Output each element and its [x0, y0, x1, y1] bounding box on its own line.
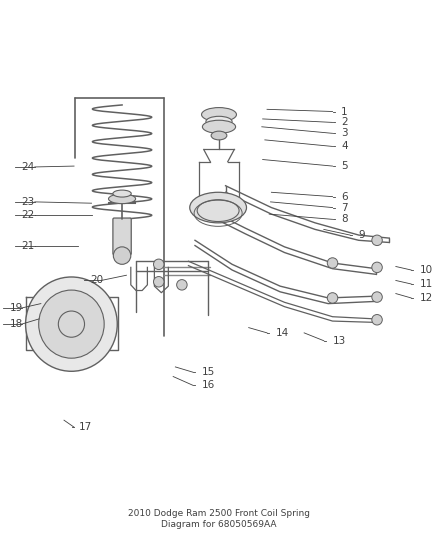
- Circle shape: [327, 293, 338, 303]
- Text: 22: 22: [21, 210, 35, 220]
- Ellipse shape: [39, 290, 104, 358]
- Ellipse shape: [206, 116, 232, 127]
- Text: 10: 10: [420, 265, 433, 275]
- Ellipse shape: [202, 120, 236, 133]
- Text: 16: 16: [201, 380, 215, 390]
- Circle shape: [372, 262, 382, 272]
- Text: 14: 14: [276, 328, 289, 338]
- Text: 13: 13: [332, 336, 346, 346]
- Text: 2: 2: [341, 117, 348, 127]
- Ellipse shape: [201, 108, 237, 122]
- Text: 19: 19: [10, 303, 23, 313]
- Text: 3: 3: [341, 128, 348, 139]
- Ellipse shape: [25, 277, 117, 372]
- Text: 24: 24: [21, 162, 35, 172]
- Circle shape: [372, 235, 382, 246]
- Ellipse shape: [109, 194, 136, 204]
- Text: 4: 4: [341, 141, 348, 151]
- Circle shape: [177, 280, 187, 290]
- Ellipse shape: [211, 131, 227, 140]
- Circle shape: [153, 277, 164, 287]
- Text: 9: 9: [359, 230, 365, 240]
- Text: 11: 11: [420, 279, 433, 289]
- Circle shape: [372, 292, 382, 302]
- Circle shape: [327, 258, 338, 268]
- Circle shape: [372, 314, 382, 325]
- Text: 1: 1: [341, 107, 348, 117]
- Circle shape: [113, 247, 131, 264]
- Text: 6: 6: [341, 192, 348, 201]
- Text: 21: 21: [21, 240, 35, 251]
- Text: 2010 Dodge Ram 2500 Front Coil Spring
Diagram for 68050569AA: 2010 Dodge Ram 2500 Front Coil Spring Di…: [128, 510, 310, 529]
- Ellipse shape: [190, 192, 247, 223]
- Text: 23: 23: [21, 197, 35, 207]
- Text: 5: 5: [341, 161, 348, 171]
- Text: 8: 8: [341, 214, 348, 224]
- Text: 17: 17: [78, 422, 92, 432]
- Text: 12: 12: [420, 293, 433, 303]
- Text: 20: 20: [90, 276, 103, 286]
- Ellipse shape: [113, 190, 131, 197]
- Text: 18: 18: [10, 319, 23, 329]
- Circle shape: [153, 259, 164, 270]
- FancyBboxPatch shape: [113, 218, 131, 255]
- Text: 15: 15: [201, 367, 215, 377]
- Text: 7: 7: [341, 203, 348, 213]
